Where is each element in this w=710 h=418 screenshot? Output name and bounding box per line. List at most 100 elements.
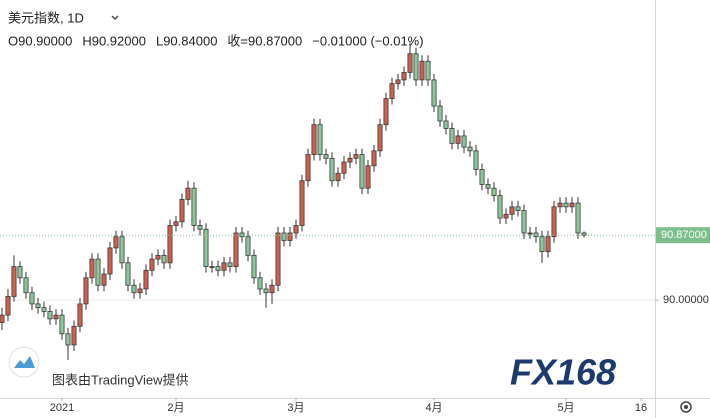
candle-body: [119, 236, 125, 264]
x-tick-label: 2021: [50, 402, 74, 414]
candle-body: [527, 232, 533, 235]
candle-body: [581, 232, 587, 236]
interval-chevron[interactable]: [111, 15, 119, 20]
candle-body: [95, 258, 101, 286]
candle-body: [335, 172, 341, 182]
candle-body: [239, 232, 245, 238]
candle-body: [233, 232, 239, 267]
candle-body: [545, 236, 551, 253]
candle-body: [377, 124, 383, 152]
candle-body: [77, 303, 83, 327]
ohlc-value: L90.84000: [156, 33, 217, 48]
candle-body: [71, 325, 77, 346]
candle-body: [431, 79, 437, 107]
candle-body: [275, 232, 281, 286]
candle-body: [29, 292, 35, 305]
candle-body: [395, 79, 401, 85]
candle-body: [293, 225, 299, 234]
candle-body: [227, 262, 233, 267]
candle-body: [203, 228, 209, 267]
candle-body: [347, 157, 353, 163]
symbol-title[interactable]: 美元指数, 1D: [8, 10, 84, 25]
candle-body: [197, 225, 203, 230]
candle-body: [65, 333, 71, 346]
candle-body: [107, 247, 113, 275]
candle-body: [161, 254, 167, 264]
x-tick-label: 16: [635, 402, 647, 414]
candle-body: [419, 60, 425, 81]
candle-body: [353, 154, 359, 159]
candle-body: [101, 273, 107, 286]
candle-body: [479, 169, 485, 185]
candle-body: [143, 269, 149, 290]
x-tick-label: 2月: [167, 402, 184, 414]
candle-body: [89, 258, 95, 279]
attribution[interactable]: 图表由TradingView提供: [52, 372, 189, 387]
candle-body: [305, 154, 311, 182]
candle-body: [533, 232, 539, 238]
ohlc-value: 收=90.87000: [227, 33, 302, 48]
last-price-box: [656, 227, 710, 244]
tradingview-logo[interactable]: [8, 346, 40, 378]
candle-body: [413, 53, 419, 81]
candle-body: [131, 284, 137, 294]
candle-body: [149, 258, 155, 271]
candle-body: [41, 307, 47, 312]
candle-body: [23, 277, 29, 294]
candle-body: [137, 288, 143, 294]
candle-body: [263, 288, 269, 294]
candle-body: [245, 236, 251, 256]
candle-body: [269, 284, 275, 294]
candle-body: [575, 202, 581, 234]
candle-body: [113, 236, 119, 249]
candle-body: [341, 161, 347, 174]
candle-body: [503, 213, 509, 219]
plot-area: 90.00000 2021 2月 3月 4月 5月 16 90.87000: [0, 42, 710, 414]
candle-body: [365, 165, 371, 189]
candle-body: [11, 266, 17, 297]
candle-body: [455, 135, 461, 144]
x-tick-label: 3月: [287, 402, 304, 414]
x-tick-label: 5月: [557, 402, 574, 414]
candle-body: [389, 83, 395, 99]
candle-body: [509, 206, 515, 215]
candle-body: [167, 225, 173, 264]
candle-body: [515, 206, 521, 211]
candle-body: [491, 187, 497, 197]
candle-body: [551, 206, 557, 238]
candle-body: [179, 198, 185, 223]
candle-body: [407, 53, 413, 73]
candle-body: [83, 277, 89, 305]
x-tick-label: 4月: [425, 402, 442, 414]
candle-body: [401, 72, 407, 81]
candle-body: [251, 254, 257, 279]
candle-body: [59, 314, 65, 335]
candle-body: [0, 314, 5, 323]
candle-body: [47, 310, 53, 320]
candle-body: [449, 128, 455, 144]
ohlc-legend: O90.90000 H90.92000 L90.84000 收=90.87000 −0.…: [8, 33, 424, 48]
candle-body: [215, 266, 221, 271]
candle-body: [329, 157, 335, 182]
candle-body: [209, 266, 215, 268]
last-price-label: 90.87000: [661, 229, 707, 241]
candle-body: [539, 236, 545, 253]
candle-body: [557, 202, 563, 208]
candle-body: [497, 195, 503, 219]
candle-body: [191, 187, 197, 226]
candle-body: [371, 150, 377, 167]
candle-body: [437, 105, 443, 122]
candle-body: [125, 262, 131, 286]
candle-body: [287, 232, 293, 241]
settings-gear[interactable]: [680, 401, 692, 413]
candle-body: [17, 266, 23, 279]
candle-body: [221, 262, 227, 271]
candle-body: [257, 277, 263, 290]
candle-body: [359, 154, 365, 189]
candle-body: [569, 202, 575, 208]
candle-body: [53, 314, 59, 320]
ohlc-value: H90.92000: [82, 33, 146, 48]
